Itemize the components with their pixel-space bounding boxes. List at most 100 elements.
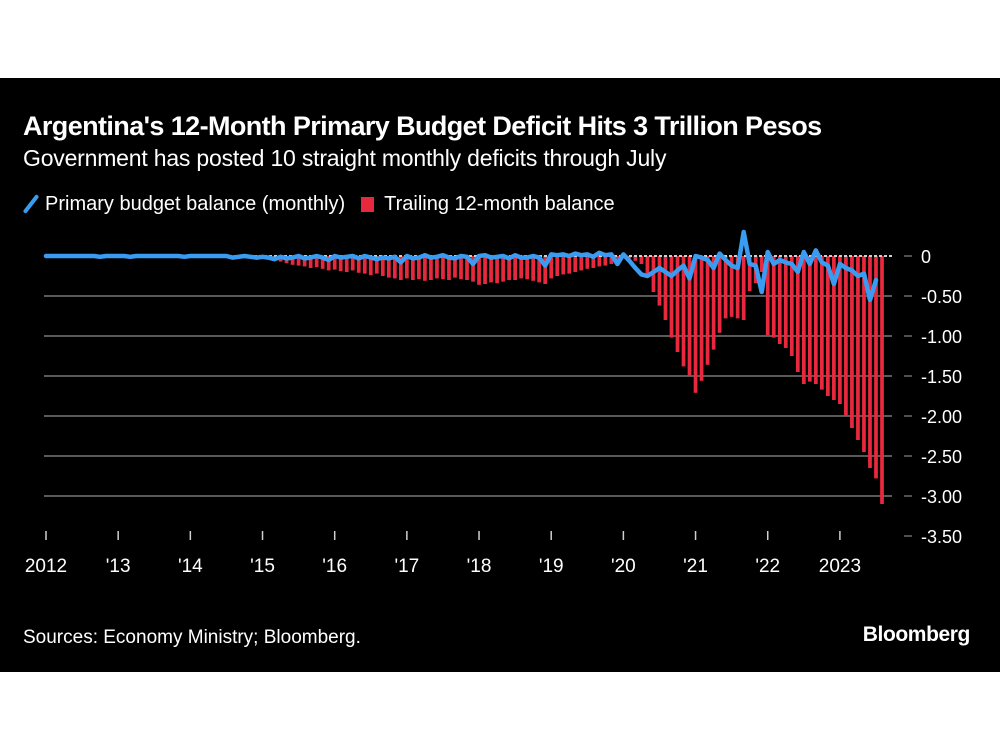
- bar: [332, 256, 337, 270]
- bar: [561, 256, 566, 275]
- bar: [320, 256, 325, 269]
- bar: [423, 256, 427, 281]
- bar: [850, 256, 854, 428]
- y-tick-label: -2.00: [921, 407, 962, 427]
- source-note: Sources: Economy Ministry; Bloomberg.: [23, 627, 361, 648]
- x-tick-label: '13: [106, 556, 131, 577]
- bar: [735, 256, 740, 319]
- bar: [675, 256, 680, 352]
- bar: [807, 256, 812, 382]
- bar: [717, 256, 722, 333]
- bar: [471, 256, 475, 282]
- bar: [813, 256, 818, 384]
- bar: [609, 256, 614, 264]
- bar: [771, 256, 776, 338]
- bar: [585, 256, 590, 269]
- bar: [783, 256, 788, 348]
- legend-item-trailing: Trailing 12-month balance: [361, 193, 615, 216]
- chart-title: Argentina's 12-Month Primary Budget Defi…: [23, 111, 822, 141]
- bar: [368, 256, 373, 276]
- x-tick-label: '20: [611, 556, 636, 577]
- bar: [344, 256, 349, 272]
- bar: [603, 256, 608, 266]
- bar: [477, 256, 481, 285]
- bar: [693, 256, 698, 393]
- bar: [447, 256, 451, 280]
- bar: [681, 256, 686, 367]
- bar: [777, 256, 782, 344]
- bar: [579, 256, 584, 271]
- bar: [868, 256, 872, 468]
- bar: [356, 256, 361, 273]
- bar: [489, 256, 493, 283]
- bar: [844, 256, 848, 416]
- bar: [795, 256, 800, 372]
- bar: [411, 256, 415, 280]
- bar: [465, 256, 469, 280]
- bar: [838, 256, 842, 404]
- bar: [435, 256, 439, 279]
- bar: [404, 256, 409, 279]
- bar: [338, 256, 343, 272]
- bar: [417, 256, 421, 280]
- bar: [549, 256, 554, 279]
- legend-item-monthly: Primary budget balance (monthly): [23, 193, 345, 216]
- bar: [645, 256, 650, 276]
- bar: [513, 256, 517, 280]
- bar: [591, 256, 596, 268]
- bar: [856, 256, 860, 440]
- x-tick-label: '21: [683, 556, 708, 577]
- bar: [639, 256, 644, 264]
- bar: [302, 256, 307, 267]
- y-tick-label: -3.00: [921, 487, 962, 507]
- bar: [392, 256, 397, 279]
- y-axis: 0 -0.50 -1.00 -1.50 -2.00 -2.50 -3.00 -3.50: [904, 247, 962, 547]
- bar: [819, 256, 824, 390]
- bar: [862, 256, 866, 452]
- y-tick-label: 0: [921, 247, 931, 267]
- x-tick-label: '14: [178, 556, 203, 577]
- gridlines: [44, 295, 892, 497]
- bar: [543, 256, 548, 284]
- bar: [627, 256, 632, 259]
- x-tick-label: '15: [250, 556, 275, 577]
- bar: [759, 256, 764, 272]
- bar: [531, 256, 536, 281]
- bar: [429, 256, 433, 280]
- y-tick-label: -3.50: [921, 527, 962, 547]
- bar: [290, 256, 295, 265]
- bar: [826, 256, 830, 396]
- x-tick-label: '19: [539, 556, 564, 577]
- bar: [525, 256, 530, 280]
- x-tick-label: '18: [467, 556, 492, 577]
- bar: [441, 256, 445, 280]
- bar: [789, 256, 794, 356]
- monthly-balance-line: [43, 229, 879, 303]
- bar: [711, 256, 716, 350]
- bar: [729, 256, 734, 317]
- bar: [657, 256, 662, 306]
- bar: [326, 256, 331, 271]
- bar: [555, 256, 560, 276]
- bar: [483, 256, 487, 284]
- bar: [669, 256, 674, 338]
- bar: [832, 256, 836, 400]
- bar: [573, 256, 578, 272]
- bar: [507, 256, 511, 280]
- bar: [386, 256, 391, 278]
- bar: [374, 256, 379, 274]
- chart-subtitle: Government has posted 10 straight monthl…: [23, 145, 667, 171]
- bar: [398, 256, 403, 280]
- bar: [362, 256, 367, 274]
- bar: [350, 256, 355, 271]
- bar: [633, 256, 638, 261]
- legend-label-trailing: Trailing 12-month balance: [384, 192, 615, 215]
- bar: [747, 256, 752, 292]
- bar: [314, 256, 319, 268]
- bar: [765, 256, 770, 336]
- bar: [453, 256, 457, 278]
- bar: [723, 256, 728, 319]
- bar: [501, 256, 505, 282]
- bar: [537, 256, 542, 283]
